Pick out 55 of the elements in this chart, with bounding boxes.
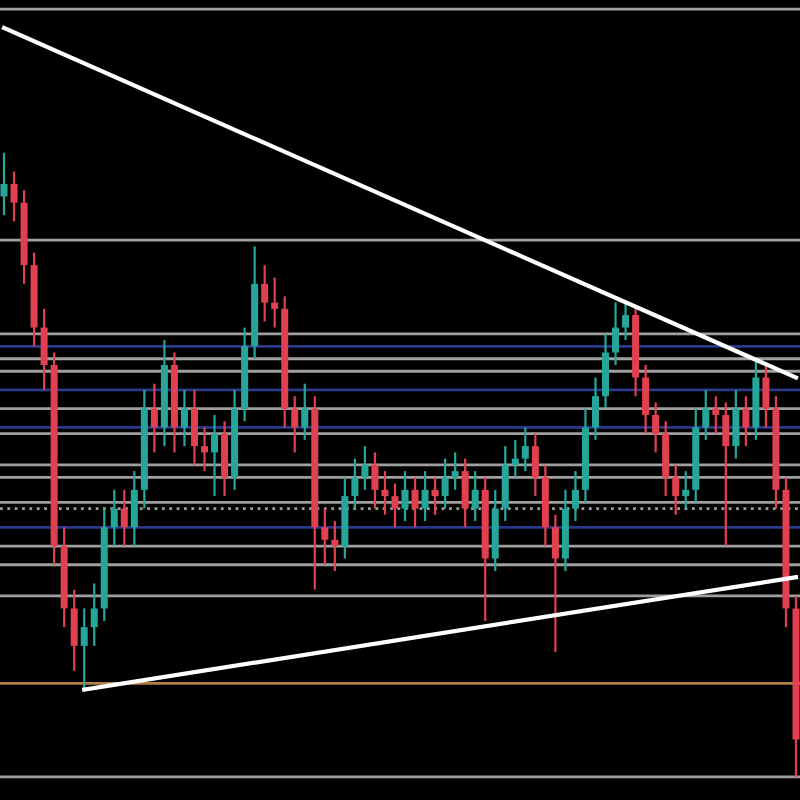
candlestick (451, 451, 459, 491)
candlestick (461, 457, 469, 529)
candlestick (521, 426, 529, 473)
candlestick (642, 363, 650, 435)
candlestick (401, 470, 409, 523)
candlestick (90, 582, 98, 647)
candlestick (662, 420, 670, 498)
candlestick (652, 401, 660, 454)
candlestick (361, 445, 369, 491)
candlestick (0, 151, 8, 217)
candlestick (120, 488, 128, 548)
candlestick (732, 388, 740, 460)
candlestick (612, 301, 620, 367)
candlestick (331, 519, 339, 573)
candlestick (602, 332, 610, 410)
candlestick (40, 307, 48, 392)
candlestick (471, 470, 479, 523)
candlestick (531, 432, 539, 498)
candlestick (501, 445, 509, 523)
candlestick (571, 470, 579, 523)
candlestick (150, 382, 158, 454)
candlestick (110, 488, 118, 548)
candlestick (80, 607, 88, 691)
candlestick (391, 482, 399, 529)
candlestick (762, 363, 770, 429)
candlestick (722, 401, 730, 548)
candlestick (351, 457, 359, 510)
candlestick (381, 470, 389, 516)
candlestick (742, 395, 750, 448)
candlestick (672, 463, 680, 516)
candlestick (441, 457, 449, 510)
candlestick (712, 395, 720, 435)
candlestick (291, 395, 299, 454)
candlestick (201, 426, 209, 473)
candlestick (221, 420, 229, 498)
candlestick (551, 513, 559, 654)
candlestick (371, 451, 379, 510)
candlestick (682, 470, 690, 510)
candlestick (271, 276, 279, 329)
candlestick (301, 382, 309, 442)
candlestick (702, 388, 710, 442)
candlestick (421, 470, 429, 523)
candlestick (10, 170, 18, 223)
candlestick (180, 388, 188, 448)
candlestick (591, 376, 599, 442)
candlestick (622, 301, 630, 342)
candlestick (261, 264, 269, 323)
candlestick (511, 438, 519, 479)
candlestick (190, 388, 198, 466)
candlestick (70, 588, 78, 672)
candlestick (431, 476, 439, 516)
candlestick (411, 476, 419, 529)
candlestick (211, 413, 219, 498)
candlestick (130, 470, 138, 548)
candlestick (321, 507, 329, 566)
